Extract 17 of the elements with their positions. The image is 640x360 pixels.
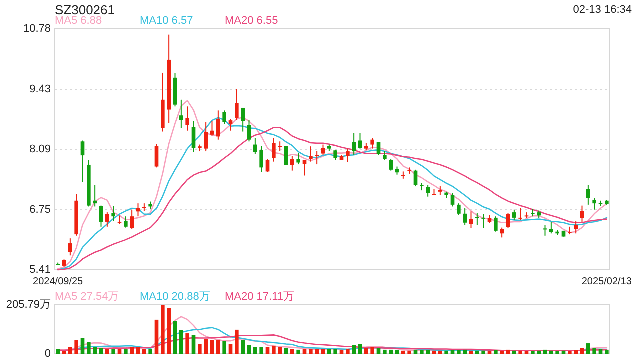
ytick: 8.09 bbox=[30, 144, 51, 156]
ytick: 0 bbox=[44, 348, 51, 360]
ytick: 5.41 bbox=[30, 264, 51, 276]
legend: MA20 6.55 bbox=[225, 15, 278, 27]
ytick: 6.75 bbox=[30, 204, 51, 216]
legend: MA20 17.11万 bbox=[225, 291, 295, 303]
ytick: 205.79万 bbox=[6, 299, 51, 311]
title: SZ300261 bbox=[55, 2, 115, 18]
ytick: 9.43 bbox=[30, 84, 51, 96]
annotation: 02-13 16:34 bbox=[573, 4, 632, 16]
legend: MA5 6.88 bbox=[55, 15, 102, 27]
ytick: 10.78 bbox=[23, 23, 51, 35]
legend: MA5 27.54万 bbox=[55, 291, 120, 303]
xtick: 2025/02/13 bbox=[582, 276, 632, 288]
legend: MA10 6.57 bbox=[140, 15, 194, 27]
xtick: 2024/09/25 bbox=[33, 276, 84, 288]
legend: MA10 20.88万 bbox=[140, 291, 210, 303]
